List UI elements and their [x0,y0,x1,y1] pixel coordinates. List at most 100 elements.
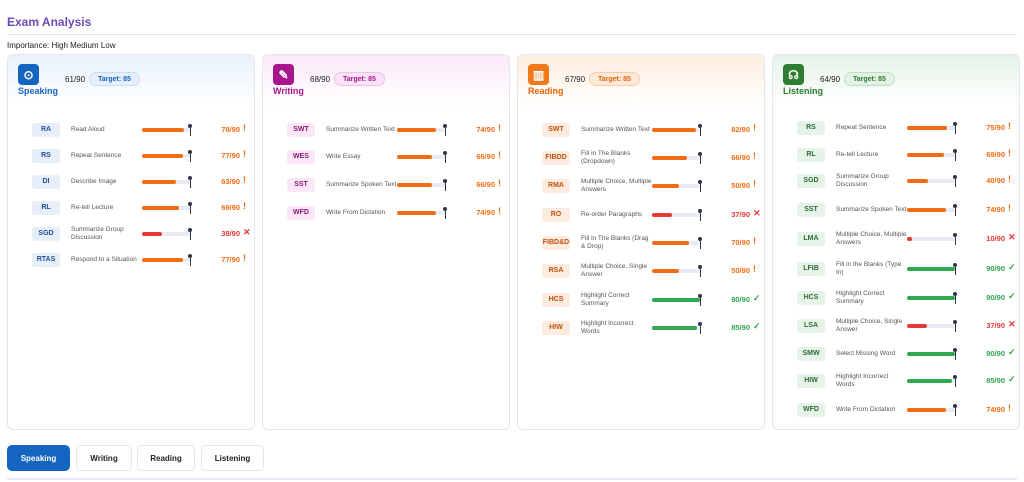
score-progress-bar [907,149,957,161]
score-progress-fill [907,208,946,212]
tab-reading[interactable]: Reading [137,445,195,471]
section-name: Writing [273,86,304,96]
question-type-row[interactable]: RS Repeat Sentence 77/90! [32,147,248,165]
score-progress-bar [907,204,957,216]
question-type-label: Summarize Spoken Text [836,206,907,213]
question-type-row[interactable]: RTAS Respond to a Situation 77/90! [32,251,248,269]
target-pin-icon [953,175,957,187]
score-progress-bar [397,179,447,191]
target-pin-icon [698,152,702,164]
question-type-label: Summarize Group Discussion [71,226,124,241]
question-type-row[interactable]: DI Describe Image 63/90! [32,173,248,191]
score-progress-bar [907,375,957,387]
question-type-row[interactable]: WFD Write From Dictation 74/90! [287,204,503,222]
section-score: 68/90 [310,75,331,84]
question-type-row[interactable]: FIBD&D Fill in The Blanks (Drag & Drop) 70… [542,234,758,252]
question-type-row[interactable]: RMA Multiple Choice, Multiple Answers 50/9… [542,177,758,195]
alert-icon: ! [498,178,501,188]
question-type-label: Multiple Choice, Multiple Answers [581,178,652,193]
score-progress-bar [142,150,192,162]
tab-writing[interactable]: Writing [76,445,132,471]
alert-icon: ! [753,236,756,246]
score-progress-fill [397,128,436,132]
question-type-row[interactable]: HIW Highlight Incorrect Words 85/90 ✓ [797,372,1016,390]
score-progress-bar [397,151,447,163]
question-type-row[interactable]: SGD Summarize Group Discussion 38/90 ✕ [32,225,251,243]
question-type-row[interactable]: HCS Highlight Correct Summary 90/90 ✓ [797,289,1016,307]
question-type-label: Summarize Spoken Text [326,181,397,188]
score-progress-fill [142,258,183,262]
score-value: 77/90 [221,151,240,160]
question-type-row[interactable]: SWT Summarize Written Text 74/90! [287,121,503,139]
score-progress-bar [907,263,957,275]
target-pin-icon [698,322,702,334]
question-type-code: RL [797,148,825,162]
target-pin-icon [953,149,957,161]
section-score: 67/90 [565,75,586,84]
score-progress-fill [907,352,955,356]
tab-speaking[interactable]: Speaking [7,445,70,471]
question-type-code: RMA [542,179,570,193]
question-type-row[interactable]: RL Re-tell Lecture 69/90! [797,146,1013,164]
target-pin-icon [188,254,192,266]
alert-icon: ! [498,123,501,133]
question-type-code: WFD [797,403,825,417]
question-type-label: Re-tell Lecture [836,151,879,158]
score-value: 50/90 [731,266,750,275]
question-type-row[interactable]: LSA Multiple Choice, Single Answer 37/90 ✕ [797,317,1016,335]
alert-icon: ! [243,201,246,211]
question-type-row[interactable]: RSA Multiple Choice, Single Answer 50/90! [542,262,758,280]
target-pin-icon [953,320,957,332]
question-type-code: SWT [287,123,315,137]
question-type-row[interactable]: WFD Write From Dictation 74/90! [797,401,1013,419]
question-type-row[interactable]: WES Write Essay 66/90! [287,148,503,166]
question-type-row[interactable]: RO Re-order Paragraphs 37/90 ✕ [542,206,761,224]
question-type-row[interactable]: SGD Summarize Group Discussion 40/90! [797,172,1013,190]
score-value: 74/90 [986,405,1005,414]
question-type-label: Re-tell Lecture [71,204,114,211]
question-type-label: Multiple Choice, Multiple Answers [836,231,907,246]
question-type-row[interactable]: SST Summarize Spoken Text 74/90! [797,201,1013,219]
alert-icon: ! [1008,174,1011,184]
question-type-row[interactable]: HIW Highlight Incorrect Words 85/90 ✓ [542,319,761,337]
alert-icon: ! [498,150,501,160]
question-type-code: RS [32,149,60,163]
score-value: 74/90 [986,205,1005,214]
target-pin-icon [188,202,192,214]
question-type-row[interactable]: SWT Summarize Written Text 82/90! [542,121,758,139]
microphone-icon: ⊙ [18,64,39,85]
score-progress-bar [142,124,192,136]
score-progress-fill [907,153,944,157]
question-type-row[interactable]: RS Repeat Sentence 75/90! [797,119,1013,137]
question-type-row[interactable]: HCS Highlight Correct Summary 90/90 ✓ [542,291,761,309]
score-progress-fill [907,237,912,241]
score-value: 69/90 [221,203,240,212]
tab-listening[interactable]: Listening [201,445,264,471]
close-icon: ✕ [1008,232,1016,242]
question-type-row[interactable]: FIBDD Fill in The Blanks (Dropdown) 66/90! [542,149,758,167]
target-badge: Target: 85 [844,72,895,86]
target-pin-icon [188,228,192,240]
score-value: 40/90 [986,176,1005,185]
question-type-row[interactable]: SST Summarize Spoken Text 66/90! [287,176,503,194]
question-type-row[interactable]: RL Re-tell Lecture 69/90! [32,199,248,217]
score-progress-fill [907,179,928,183]
question-type-row[interactable]: LMA Multiple Choice, Multiple Answers 10/9… [797,230,1016,248]
score-progress-bar [652,209,702,221]
book-icon: ▥ [528,64,549,85]
score-value: 66/90 [731,153,750,162]
question-type-code: RO [542,208,570,222]
score-progress-fill [142,232,162,236]
question-type-row[interactable]: RA Read Aloud 78/90! [32,121,248,139]
question-type-row[interactable]: SMW Select Missing Word 90/90 ✓ [797,345,1016,363]
importance-legend: Importance: High Medium Low [7,41,116,50]
question-type-label: Write From Dictation [326,209,386,216]
score-progress-fill [142,180,176,184]
target-pin-icon [953,233,957,245]
question-type-row[interactable]: LFIB Fill in the Blanks (Type In) 90/90 ✓ [797,260,1016,278]
score-progress-fill [652,128,696,132]
check-icon: ✓ [1008,262,1016,272]
question-type-code: RS [797,121,825,135]
section-score: 64/90 [820,75,841,84]
score-value: 77/90 [221,255,240,264]
